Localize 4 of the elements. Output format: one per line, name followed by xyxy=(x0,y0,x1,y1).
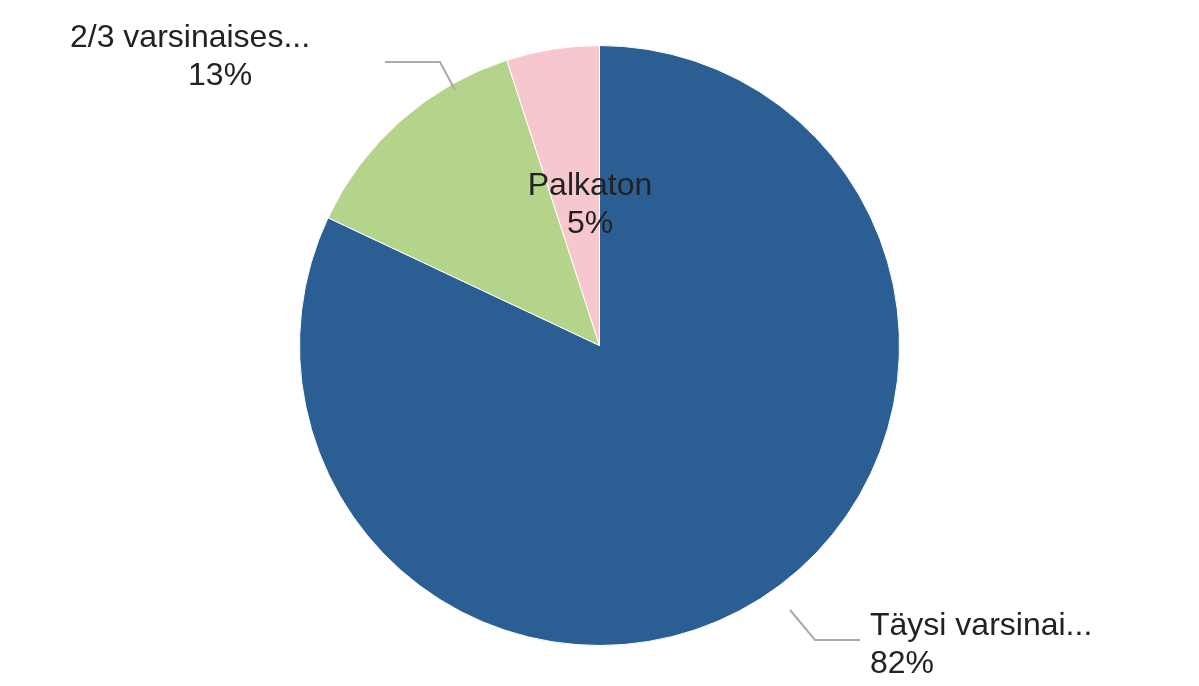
slice-label: Täysi varsinai... xyxy=(870,605,1093,642)
data-label: 82% xyxy=(870,643,935,680)
slice-label: 2/3 varsinaises... xyxy=(69,17,311,54)
data-label: 13% xyxy=(188,55,253,92)
